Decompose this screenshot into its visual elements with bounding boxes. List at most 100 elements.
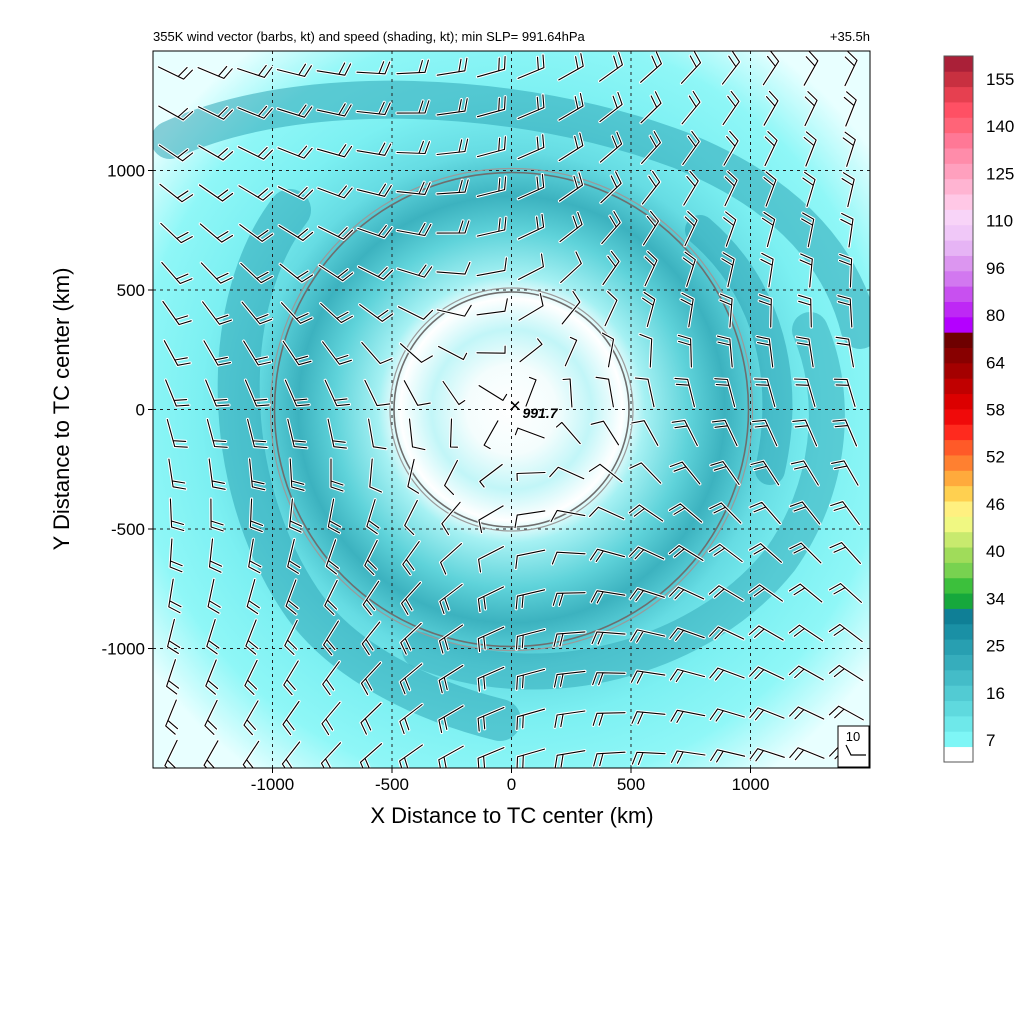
wind-barb — [317, 185, 353, 199]
wind-barb — [629, 546, 665, 560]
plot-area: ✕ 991.7 10 — [152, 50, 871, 769]
wind-barb — [709, 502, 742, 524]
wind-barb — [680, 292, 694, 328]
wind-barb — [719, 293, 733, 328]
colorbar-segment — [944, 393, 973, 410]
wind-barb — [517, 174, 545, 200]
wind-barb — [708, 543, 743, 563]
wind-barb — [277, 186, 314, 200]
chart-title: 355K wind vector (barbs, kt) and speed (… — [153, 29, 586, 44]
wind-barb — [828, 664, 864, 682]
wind-barb — [628, 504, 664, 522]
wind-barb — [436, 98, 468, 116]
wind-barb — [249, 498, 264, 533]
wind-barb — [166, 418, 188, 448]
wind-barb — [476, 136, 506, 158]
wind-barb — [248, 538, 262, 574]
colorbar-segment — [944, 316, 973, 333]
colorbar-tick-label: 46 — [986, 495, 1005, 514]
wind-barb — [749, 543, 782, 563]
x-tick-label: -1000 — [251, 775, 294, 794]
wind-barb — [604, 291, 618, 327]
colorbar: 7 16 25 34 40 46 52 58 64 80 96 110 125 140 155 — [943, 55, 1014, 763]
forecast-time-label: +35.5h — [830, 29, 870, 44]
colorbar-segment — [944, 148, 973, 164]
wind-barb — [749, 707, 785, 721]
wind-barb — [197, 65, 233, 79]
colorbar-segment — [944, 669, 973, 686]
wind-barb — [277, 104, 313, 118]
wind-barb — [629, 588, 665, 602]
wind-barb — [476, 257, 507, 277]
wind-barb — [361, 341, 393, 365]
wind-barb — [205, 659, 219, 695]
wind-barb — [829, 542, 861, 564]
wind-barb — [316, 103, 352, 117]
wind-barb — [237, 146, 273, 160]
colorbar-segment — [944, 715, 973, 732]
wind-barb — [243, 700, 259, 736]
wind-barb — [723, 211, 737, 247]
wind-barb — [158, 105, 194, 121]
wind-barb — [483, 420, 499, 450]
wind-barb — [277, 145, 313, 159]
wind-barb — [830, 501, 860, 525]
wind-barb — [478, 385, 508, 401]
wind-barb — [441, 501, 461, 536]
wind-barb — [525, 376, 537, 407]
wind-barb — [749, 666, 785, 680]
wind-barb — [553, 670, 586, 688]
wind-barb — [399, 703, 423, 735]
colorbar-segment — [944, 731, 973, 748]
wind-barb — [477, 586, 505, 613]
wind-barb — [320, 302, 353, 324]
wind-barb — [758, 294, 772, 328]
wind-barb — [515, 589, 546, 610]
wind-barb — [356, 142, 392, 156]
range-ring — [393, 291, 630, 528]
wind-barb — [317, 226, 354, 240]
wind-barb — [640, 51, 662, 83]
colorbar-segment — [944, 485, 973, 502]
wind-barb — [634, 377, 655, 408]
wind-barb — [436, 220, 470, 234]
wind-barb — [519, 338, 543, 363]
wind-barb — [207, 578, 221, 614]
wind-barb — [366, 499, 380, 535]
wind-barb — [559, 211, 583, 243]
wind-barb — [754, 378, 776, 408]
wind-barb — [408, 418, 426, 451]
wind-barb — [642, 210, 660, 246]
wind-barb — [477, 626, 505, 652]
wind-barb — [669, 627, 705, 641]
wind-barb — [320, 742, 342, 768]
wind-barb — [721, 252, 735, 288]
wind-barb — [396, 100, 430, 114]
wind-barb — [516, 668, 546, 690]
wind-barb — [683, 170, 699, 206]
y-tick-label: -1000 — [102, 640, 145, 659]
wind-barb — [278, 225, 314, 241]
wind-barb — [555, 421, 581, 445]
wind-barb — [630, 629, 666, 643]
wind-barb — [478, 505, 504, 534]
wind-barb — [711, 419, 738, 447]
colorbar-tick-label: 96 — [986, 259, 1005, 278]
wind-barb — [558, 92, 584, 121]
colorbar-segment — [944, 362, 973, 379]
wind-barb — [407, 458, 420, 494]
wind-barb — [239, 224, 274, 242]
wind-barb — [588, 463, 623, 483]
wind-barb — [799, 253, 813, 288]
wind-barb — [476, 298, 508, 316]
wind-barb — [327, 498, 342, 534]
wind-barb — [400, 622, 422, 655]
wind-barb — [602, 250, 620, 286]
wind-barb — [316, 144, 353, 158]
wind-barb — [359, 304, 394, 322]
wind-barb — [199, 223, 234, 243]
wind-barb — [680, 51, 702, 84]
wind-barb — [560, 251, 582, 284]
wind-barb — [477, 666, 505, 692]
wind-barb — [169, 538, 183, 573]
